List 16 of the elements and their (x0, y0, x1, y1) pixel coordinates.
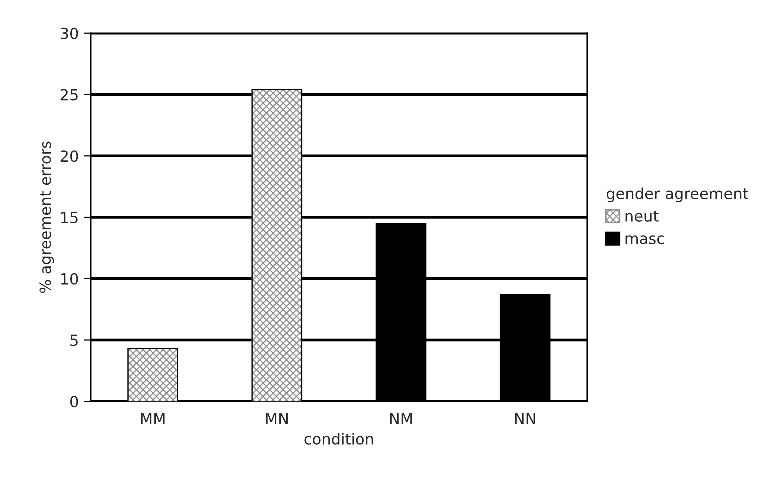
y-axis-title: % agreement errors (40, 142, 54, 294)
legend-label: masc (626, 236, 664, 244)
x-tick-label: MN (266, 413, 288, 424)
y-tick-label: 0 (70, 396, 78, 408)
y-tick-label: 30 (60, 28, 78, 40)
legend-title: gender agreement (606, 188, 749, 202)
y-tick-label: 25 (60, 89, 78, 101)
x-tick-label: NN (515, 413, 536, 424)
y-tick-label: 5 (70, 334, 78, 346)
y-tick-label: 20 (60, 150, 78, 162)
x-axis-title: condition (304, 433, 374, 445)
y-tick-label: 10 (61, 273, 78, 285)
x-tick-label: MM (141, 413, 165, 424)
legend-label: neut (626, 211, 659, 222)
y-tick-label: 15 (61, 212, 78, 224)
x-tick-label: NM (390, 413, 412, 424)
